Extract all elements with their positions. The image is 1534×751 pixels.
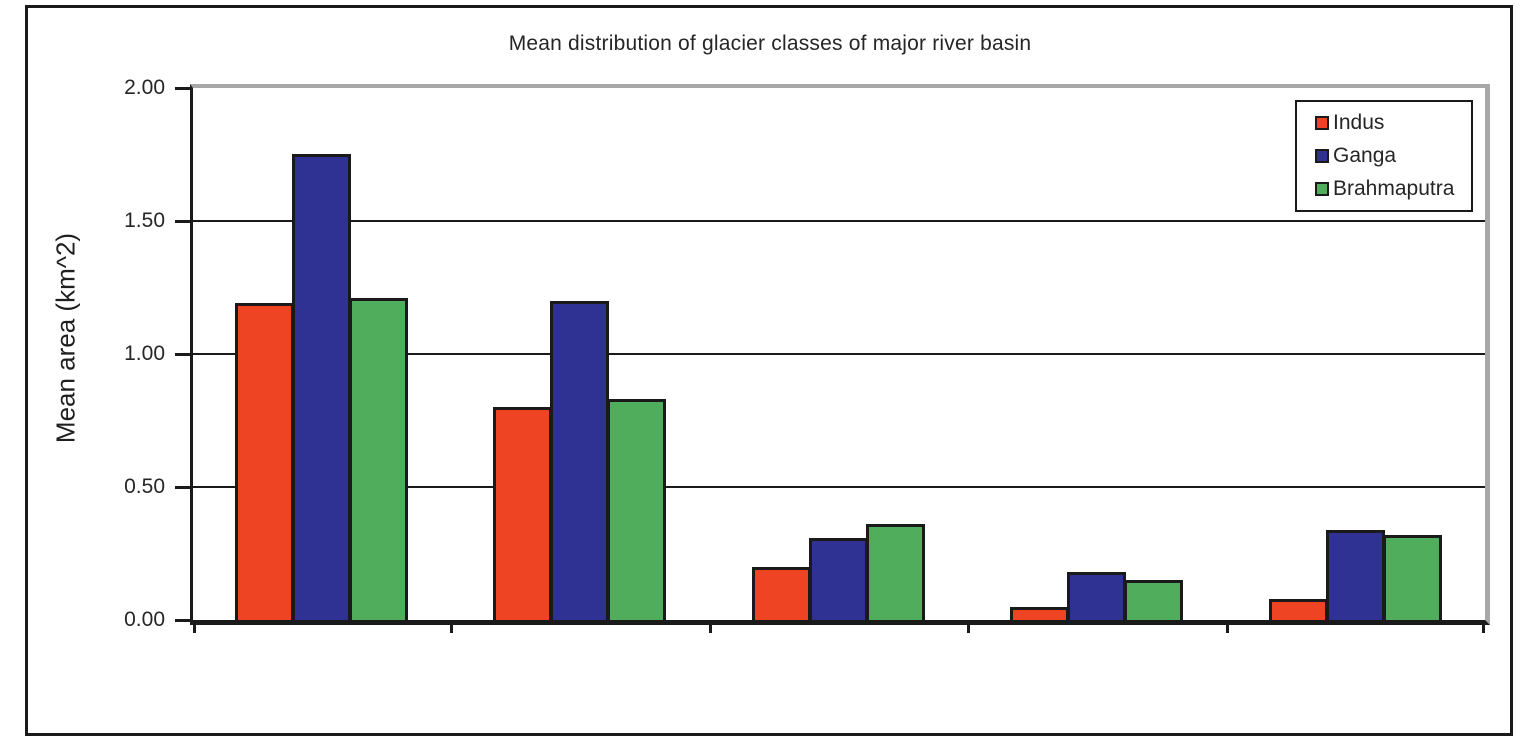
bar-ganga-group1 [292,154,351,620]
x-axis-tick [1482,620,1485,633]
gridline [193,486,1485,488]
x-axis-tick [1226,620,1229,633]
legend-label-ganga: Ganga [1333,144,1397,167]
bar-ganga-group4 [1067,572,1126,620]
x-axis-tick [450,620,453,633]
legend: Indus Ganga Brahmaputra [1295,100,1473,212]
y-axis-tick [175,220,191,223]
y-axis-tick-label: 1.00 [124,342,165,365]
x-axis-tick [967,620,970,633]
bar-indus-group2 [493,407,552,620]
legend-item-indus: Indus [1315,111,1471,135]
y-axis-tick [175,619,191,622]
bar-brahmaputra-group2 [607,399,666,620]
brahmaputra-swatch-icon [1315,182,1329,196]
legend-item-brahmaputra: Brahmaputra [1315,177,1471,201]
chart-title: Mean distribution of glacier classes of … [508,32,1032,55]
bar-brahmaputra-group3 [866,524,925,620]
legend-label-brahmaputra: Brahmaputra [1333,177,1455,200]
bar-brahmaputra-group1 [349,298,408,620]
bar-brahmaputra-group5 [1383,535,1442,620]
bar-indus-group5 [1269,599,1328,620]
y-axis-tick-label: 1.50 [124,209,165,232]
x-axis-tick [193,620,196,633]
x-axis-tick [709,620,712,633]
bar-indus-group1 [235,303,294,620]
y-axis-tick-label: 2.00 [124,76,165,99]
legend-label-indus: Indus [1333,111,1385,134]
bar-ganga-group3 [809,538,868,620]
bar-ganga-group2 [550,301,609,620]
y-axis-tick [175,486,191,489]
y-axis-tick [175,87,191,90]
bar-brahmaputra-group4 [1124,580,1183,620]
bar-ganga-group5 [1326,530,1385,620]
y-axis-tick [175,353,191,356]
y-axis-title: Mean area (km^2) [50,232,81,444]
legend-item-ganga: Ganga [1315,144,1471,168]
y-axis-tick-label: 0.50 [124,475,165,498]
indus-swatch-icon [1315,116,1329,130]
ganga-swatch-icon [1315,149,1329,163]
bar-indus-group3 [752,567,811,620]
gridline [193,353,1485,355]
bar-indus-group4 [1010,607,1069,620]
gridline [193,220,1485,222]
plot-area: 2.00 1.50 1.00 0.50 0.00 [124,76,1490,633]
y-axis-tick-label: 0.00 [124,608,165,631]
